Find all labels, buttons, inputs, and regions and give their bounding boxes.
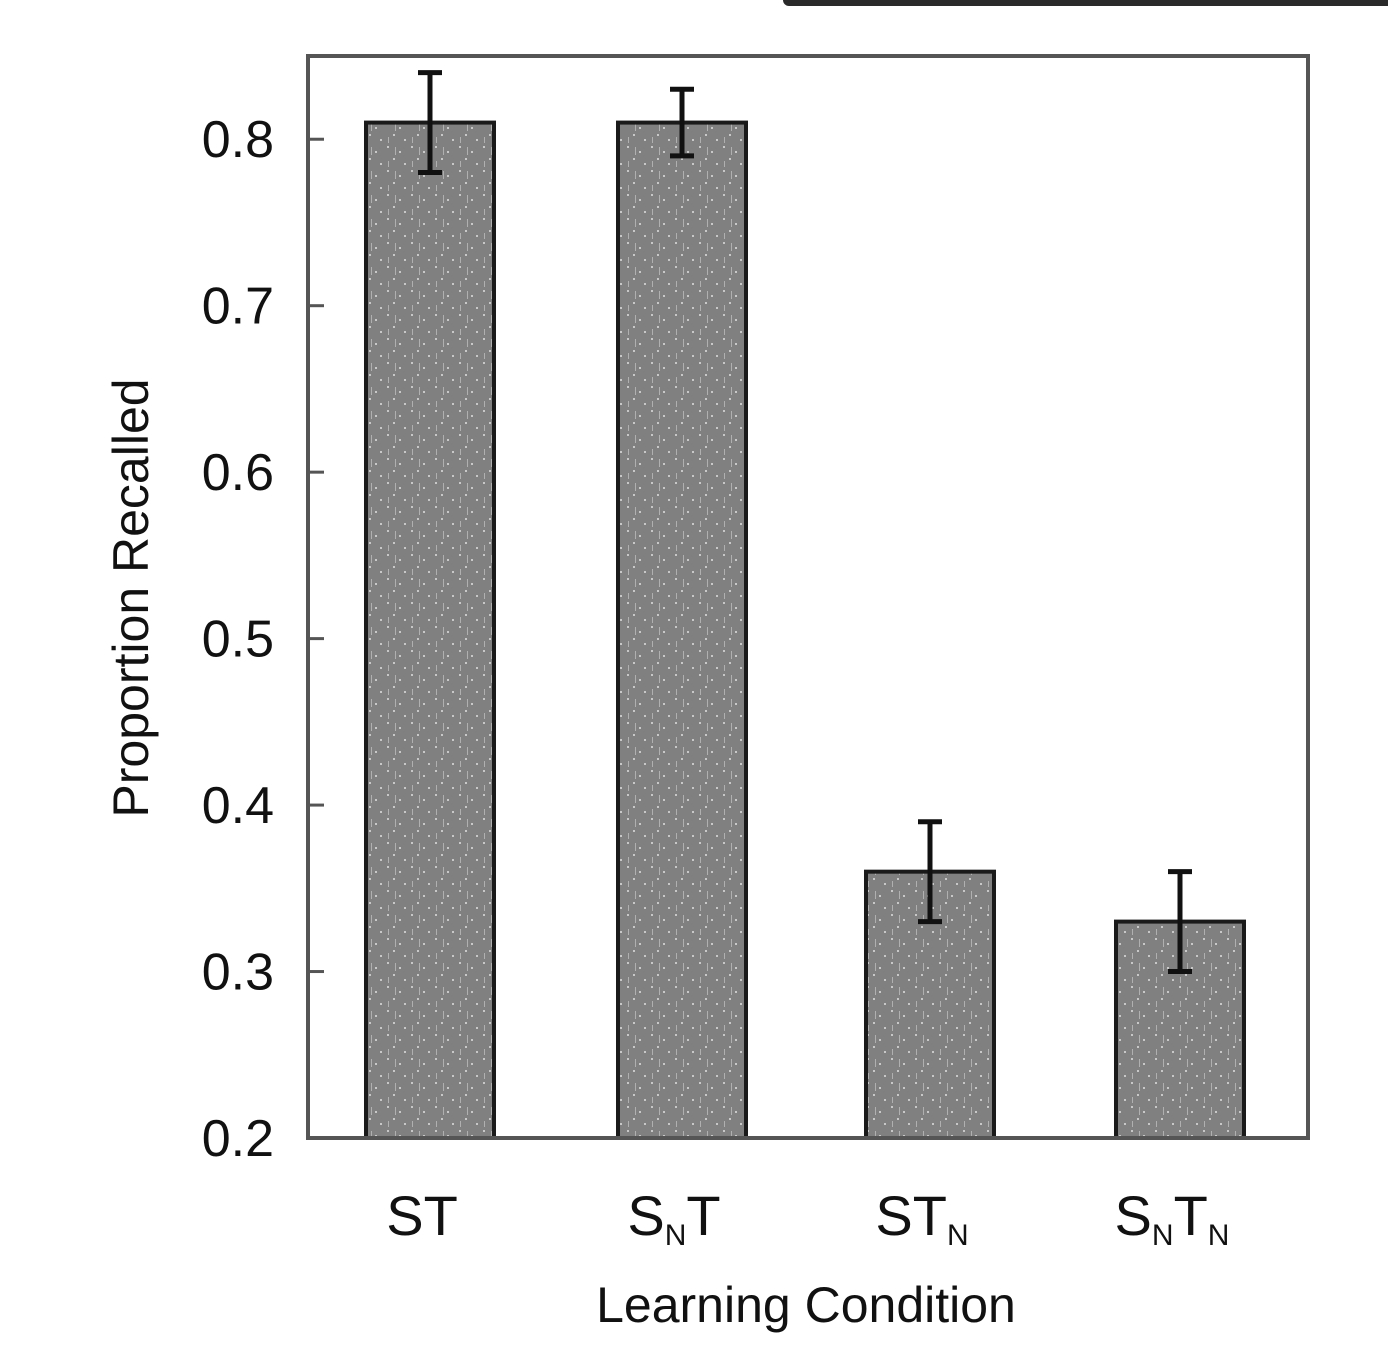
y-tick-label-5: 0.7 <box>202 278 274 336</box>
error-bar-3 <box>1168 869 1192 975</box>
x-axis: ST SNT STN SNTN <box>386 1184 1229 1252</box>
error-bar-1 <box>670 86 694 159</box>
x-axis-title: Learning Condition <box>596 1277 1016 1333</box>
plot-frame <box>306 54 1310 1140</box>
y-axis: 0.2 0.3 0.4 0.5 0.6 0.7 0.8 <box>202 111 324 1168</box>
y-tick-label-6: 0.8 <box>202 111 274 169</box>
y-tick-label-0: 0.2 <box>202 1110 274 1168</box>
error-bar-0 <box>418 70 442 176</box>
y-axis-title: Proportion Recalled <box>103 378 159 817</box>
x-tick-label-0: ST <box>386 1184 458 1247</box>
error-bar-2 <box>918 819 942 925</box>
y-tick-label-1: 0.3 <box>202 944 274 1002</box>
y-tick-label-3: 0.5 <box>202 611 274 669</box>
error-bars-group <box>418 70 1192 975</box>
x-tick-label-3: SNTN <box>1115 1184 1230 1252</box>
x-tick-label-1: SNT <box>627 1184 720 1252</box>
bars-group <box>364 120 1246 1141</box>
window-edge <box>783 0 1388 6</box>
bar-1 <box>616 120 748 1141</box>
bar-0 <box>364 120 496 1141</box>
x-tick-label-2: STN <box>875 1184 968 1252</box>
y-tick-label-4: 0.6 <box>202 444 274 502</box>
y-tick-label-2: 0.4 <box>202 777 274 835</box>
